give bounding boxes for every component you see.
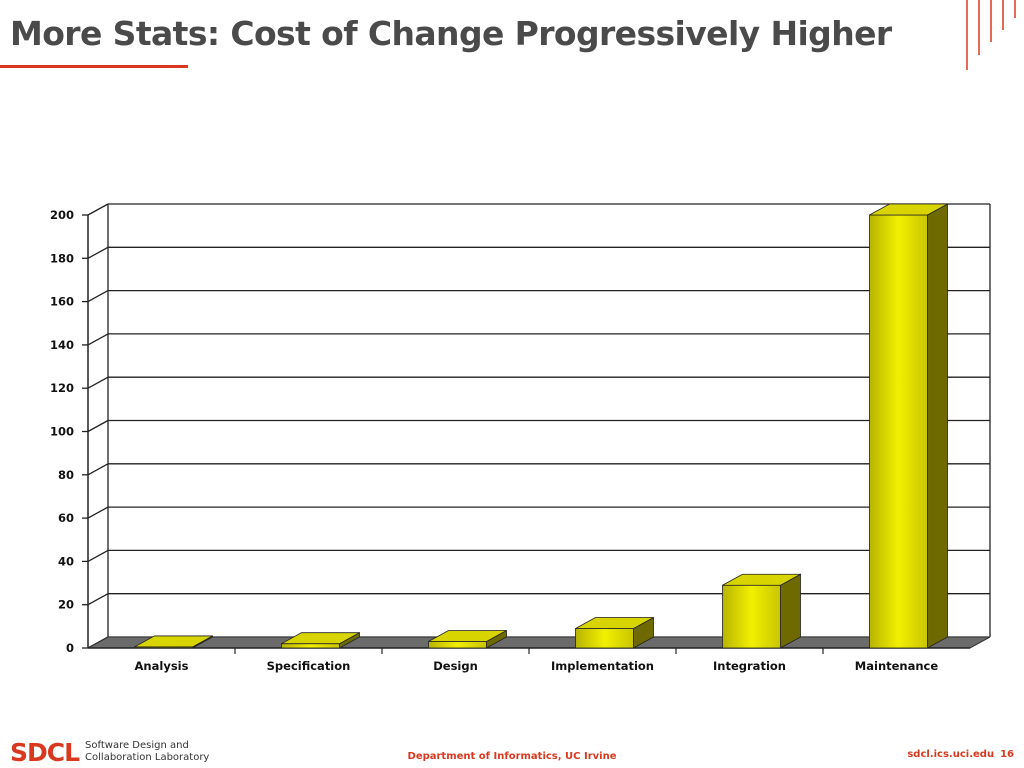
x-category-label: Analysis — [135, 659, 189, 673]
y-tick-label: 140 — [50, 338, 74, 352]
bar-design — [428, 629, 507, 649]
page-number: 16 — [1000, 749, 1014, 760]
gridline-diagonal — [87, 593, 109, 606]
bar-top — [134, 635, 213, 648]
bar-integration — [722, 573, 801, 649]
bar-chart-svg: 0 20 40 60 80 100 120 140 160 180 200 Analysis Speci… — [50, 203, 991, 673]
bar-top — [575, 617, 654, 629]
gridline-diagonal — [87, 290, 109, 303]
bar-top — [722, 573, 801, 586]
bar-analysis — [134, 635, 213, 649]
x-category-label: Integration — [713, 659, 786, 673]
sdcl-logo-subtitle: Software Design and Collaboration Labora… — [85, 740, 209, 764]
bar-front — [722, 584, 781, 649]
title-underline — [0, 65, 188, 68]
y-tick-label: 20 — [58, 598, 74, 612]
y-tick-label: 120 — [50, 381, 74, 395]
bar-layer — [134, 203, 948, 649]
bar-front — [575, 628, 634, 649]
y-tick-label: 160 — [50, 295, 74, 309]
bar-top — [869, 203, 948, 216]
footer-department: Department of Informatics, UC Irvine — [407, 751, 617, 762]
bar-front — [281, 643, 340, 649]
gridline-diagonal — [87, 376, 109, 389]
sdcl-logo-line2: Collaboration Laboratory — [85, 752, 210, 763]
bar-front — [428, 641, 487, 649]
y-tick-label: 40 — [58, 554, 74, 568]
slide-title: More Stats: Cost of Change Progressively… — [10, 14, 892, 53]
corner-decoration — [966, 0, 1016, 70]
axis-layer — [82, 214, 970, 654]
x-category-label: Specification — [267, 659, 351, 673]
bar-side — [927, 203, 948, 649]
gridline-diagonal — [87, 203, 109, 216]
y-tick-label: 80 — [58, 468, 74, 482]
sdcl-logo-mark: SDCL — [10, 737, 80, 767]
y-tick-label: 100 — [50, 425, 74, 439]
bar-implementation — [575, 616, 654, 649]
y-tick-label: 200 — [50, 208, 74, 222]
y-tick-label: 180 — [50, 251, 74, 265]
bar-front — [869, 214, 928, 649]
sdcl-logo-line1: Software Design and — [85, 740, 189, 751]
bar-side — [780, 573, 801, 649]
gridline-diagonal — [87, 463, 109, 476]
gridline-diagonal — [87, 419, 109, 433]
x-category-label: Implementation — [551, 659, 654, 673]
gridline-diagonal — [87, 549, 109, 562]
bar-top — [281, 632, 360, 645]
sdcl-logo: SDCL Software Design and Collaboration L… — [10, 738, 209, 766]
x-category-label: Maintenance — [855, 659, 939, 673]
gridline-diagonal — [87, 506, 109, 519]
x-category-label: Design — [433, 659, 478, 673]
floor-layer — [87, 636, 991, 649]
bar-specification — [281, 631, 360, 649]
label-layer: 0 20 40 60 80 100 120 140 160 180 200 Analysis Speci… — [50, 208, 938, 673]
gridline-diagonal — [87, 246, 109, 259]
gridline-diagonal — [87, 333, 109, 346]
y-tick-label: 0 — [66, 641, 74, 655]
chart-floor — [87, 636, 991, 649]
bar-chart: 0 20 40 60 80 100 120 140 160 180 200 Analysis Speci… — [30, 185, 1010, 680]
y-tick-label: 60 — [58, 511, 74, 525]
grid-layer — [87, 203, 991, 649]
footer-site: sdcl.ics.uci.edu — [907, 749, 995, 760]
bar-maintenance — [869, 203, 948, 649]
bar-top — [428, 630, 507, 642]
footer-right: sdcl.ics.uci.edu 16 — [907, 749, 1014, 760]
